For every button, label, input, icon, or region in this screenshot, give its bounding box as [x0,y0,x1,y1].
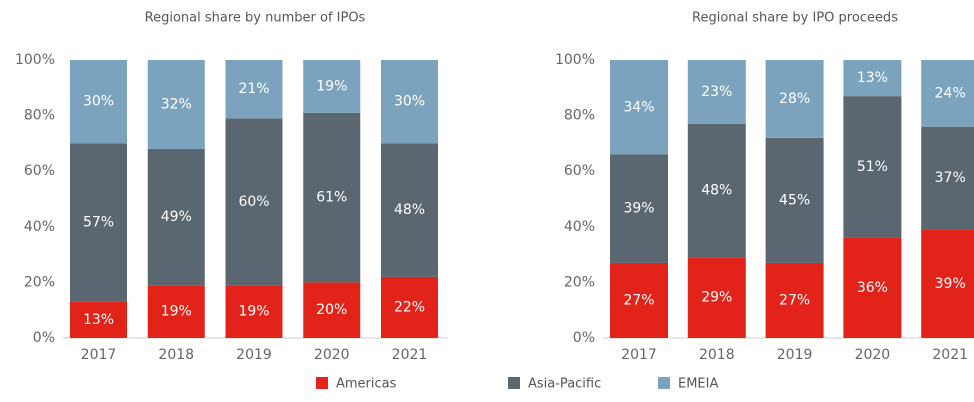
y-tick-label: 100% [555,52,595,68]
value-label: 30% [394,94,425,110]
bar-segment [147,148,205,286]
bar-segment [843,237,902,338]
bar-segment [225,118,283,286]
value-label: 36% [857,280,888,296]
bar-segment [687,123,746,258]
y-tick-label: 60% [24,163,55,179]
value-label: 48% [701,183,732,199]
legend-label: Americas [336,377,397,392]
value-label: 60% [238,194,269,210]
bar-segment [381,60,438,144]
value-label: 51% [857,159,888,175]
x-tick-label: 2021 [392,347,428,363]
bar-segment [610,262,668,338]
value-label: 20% [316,302,347,318]
x-tick-label: 2021 [932,347,968,363]
x-tick-label: 2017 [81,347,117,363]
value-label: 61% [316,190,347,206]
value-label: 13% [857,70,888,86]
value-label: 39% [623,201,654,217]
x-tick-label: 2018 [699,347,735,363]
value-label: 32% [161,96,192,112]
value-label: 22% [394,299,425,315]
value-label: 27% [623,292,654,308]
y-tick-label: 100% [15,52,55,68]
bar-segment [303,60,361,113]
legend-label: Asia-Pacific [528,377,601,392]
value-label: 29% [701,290,732,306]
bar-segment [843,96,902,238]
bar-segment [765,60,824,138]
x-tick-label: 2018 [158,347,194,363]
bar-segment [921,229,974,338]
value-label: 23% [701,84,732,100]
x-tick-label: 2017 [621,347,657,363]
value-label: 57% [83,215,114,231]
value-label: 27% [779,292,810,308]
bar-segment [687,257,746,338]
bar-segment [70,60,127,144]
legend-label: EMEIA [678,377,718,392]
value-label: 48% [394,202,425,218]
bar-segment [921,126,974,230]
value-label: 21% [238,81,269,97]
bar-segment [843,60,902,97]
bar-segment [70,143,127,302]
value-label: 34% [623,99,654,115]
value-label: 19% [161,304,192,320]
y-tick-label: 0% [573,330,595,346]
bar-segment [687,60,746,124]
y-tick-label: 80% [564,108,595,124]
bar-segment [610,154,668,263]
chart-title: Regional share by number of IPOs [145,11,366,26]
value-label: 45% [779,192,810,208]
legend-swatch [316,377,328,389]
y-tick-label: 0% [33,330,55,346]
value-label: 19% [316,78,347,94]
value-label: 28% [779,91,810,107]
legend-swatch [508,377,520,389]
bar-segment [70,301,127,338]
y-tick-label: 20% [564,274,595,290]
bar-segment [610,60,668,155]
bar-segment [765,137,824,263]
value-label: 49% [161,209,192,225]
bar-segment [381,143,438,277]
chart-title: Regional share by IPO proceeds [692,11,898,26]
x-tick-label: 2020 [314,347,350,363]
legend-swatch [658,377,670,389]
bar-segment [303,282,361,338]
y-tick-label: 60% [564,163,595,179]
value-label: 19% [238,304,269,320]
bar-segment [147,60,205,149]
value-label: 39% [935,276,966,292]
y-tick-label: 80% [24,108,55,124]
bar-segment [225,60,283,119]
value-label: 13% [83,312,114,328]
value-label: 37% [935,170,966,186]
value-label: 24% [935,85,966,101]
bar-segment [381,276,438,338]
bar-segment [765,262,824,338]
y-tick-label: 40% [24,219,55,235]
bar-segment [303,112,361,283]
bar-segment [225,285,283,338]
x-tick-label: 2019 [236,347,272,363]
y-tick-label: 20% [24,274,55,290]
y-tick-label: 40% [564,219,595,235]
x-tick-label: 2020 [855,347,891,363]
bar-segment [147,285,205,338]
bar-segment [921,60,974,127]
value-label: 30% [83,94,114,110]
x-tick-label: 2019 [777,347,813,363]
